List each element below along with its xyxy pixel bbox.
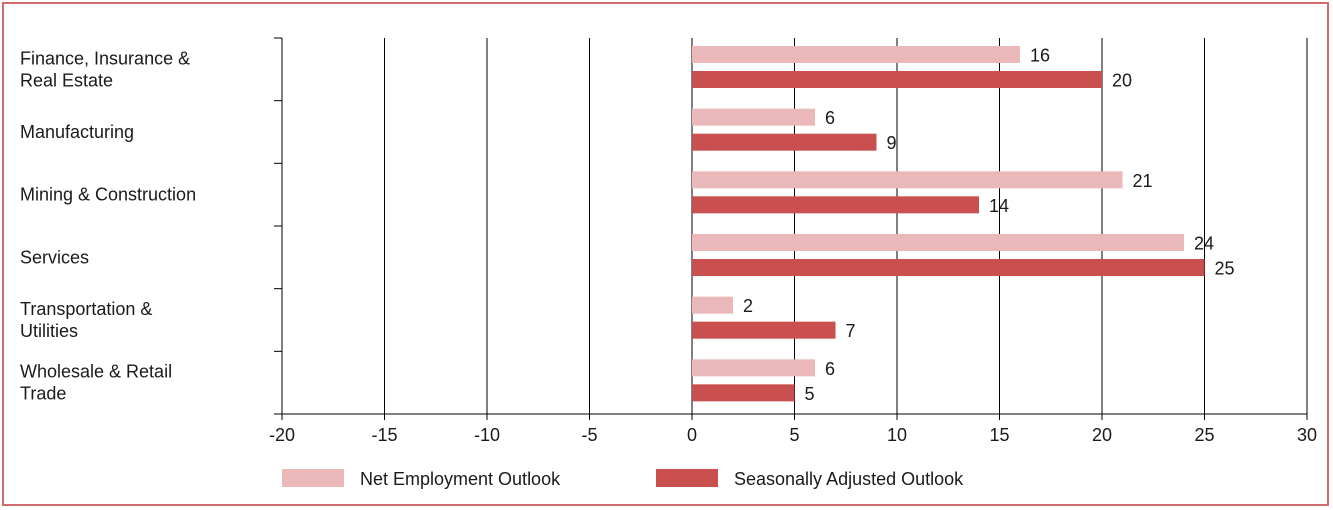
x-tick-label: 10 bbox=[887, 425, 907, 445]
category-label: Finance, Insurance & Real Estate bbox=[20, 48, 190, 90]
bar bbox=[692, 359, 815, 377]
x-tick-label: 5 bbox=[789, 425, 799, 445]
bar bbox=[692, 46, 1020, 63]
bar bbox=[692, 196, 979, 214]
bar bbox=[692, 384, 795, 402]
legend-swatch bbox=[656, 469, 718, 487]
x-tick-label: -5 bbox=[581, 425, 597, 445]
x-tick-label: 0 bbox=[687, 425, 697, 445]
bar bbox=[692, 296, 733, 314]
data-label: 25 bbox=[1215, 259, 1235, 279]
bar bbox=[692, 71, 1102, 88]
bar bbox=[692, 259, 1205, 276]
bar bbox=[692, 108, 815, 126]
data-label: 20 bbox=[1112, 71, 1132, 91]
data-label: 21 bbox=[1133, 171, 1153, 191]
bar bbox=[692, 133, 877, 151]
legend-swatch bbox=[282, 469, 344, 487]
data-label: 24 bbox=[1194, 234, 1214, 254]
bar bbox=[692, 321, 836, 339]
data-label: 2 bbox=[743, 296, 753, 316]
legend: Net Employment Outlook Seasonally Adjuste… bbox=[282, 469, 964, 489]
data-label: 14 bbox=[989, 196, 1009, 216]
labels: -20 -15 -10 -5 0 5 10 15 20 25 30 16 6 21 24 2 6 20 9 14 25 7… bbox=[20, 46, 1317, 446]
category-label: Wholesale & Retail Trade bbox=[20, 362, 172, 404]
x-tick-label: -10 bbox=[474, 425, 500, 445]
data-label: 6 bbox=[825, 359, 835, 379]
category-label: Mining & Construction bbox=[20, 185, 196, 205]
axes bbox=[274, 37, 1307, 415]
bar bbox=[692, 234, 1184, 251]
category-label: Manufacturing bbox=[20, 122, 134, 142]
x-tick-label: 20 bbox=[1092, 425, 1112, 445]
category-label: Services bbox=[20, 247, 89, 267]
data-label: 9 bbox=[887, 133, 897, 153]
data-label: 6 bbox=[825, 108, 835, 128]
data-label: 5 bbox=[805, 384, 815, 404]
bars bbox=[692, 46, 1205, 402]
category-label: Transportation & Utilities bbox=[20, 299, 152, 341]
bar bbox=[692, 171, 1123, 189]
x-tick-label: -15 bbox=[371, 425, 397, 445]
x-tick-label: 25 bbox=[1194, 425, 1214, 445]
legend-label: Net Employment Outlook bbox=[360, 469, 561, 489]
data-label: 7 bbox=[846, 321, 856, 341]
data-label: 16 bbox=[1030, 46, 1050, 66]
x-tick-label: 15 bbox=[989, 425, 1009, 445]
x-tick-label: 30 bbox=[1297, 425, 1317, 445]
legend-label: Seasonally Adjusted Outlook bbox=[734, 469, 964, 489]
x-tick-label: -20 bbox=[269, 425, 295, 445]
